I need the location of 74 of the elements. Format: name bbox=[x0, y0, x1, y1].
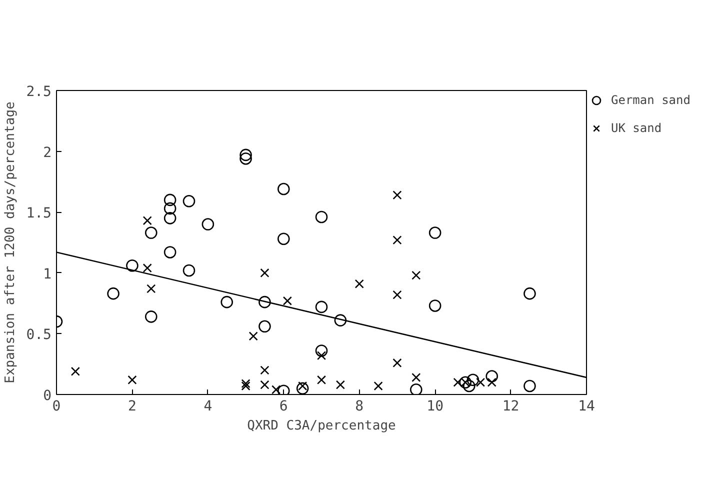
point bbox=[146, 284, 156, 294]
point bbox=[144, 310, 158, 323]
point bbox=[241, 381, 250, 391]
y-tick-label: 1 bbox=[43, 266, 52, 282]
point bbox=[524, 287, 536, 300]
point bbox=[374, 381, 383, 391]
point bbox=[182, 195, 196, 208]
point bbox=[316, 351, 326, 360]
point bbox=[182, 264, 196, 277]
y-tick-label: 0.5 bbox=[26, 327, 52, 344]
point bbox=[126, 259, 138, 272]
x-tick-label: 8 bbox=[355, 398, 364, 414]
point bbox=[260, 366, 270, 375]
point bbox=[164, 246, 176, 258]
point bbox=[240, 148, 252, 162]
point bbox=[142, 263, 152, 273]
point bbox=[260, 380, 270, 390]
point bbox=[164, 212, 176, 224]
point bbox=[164, 202, 176, 215]
point bbox=[277, 182, 290, 196]
point bbox=[412, 372, 421, 382]
point bbox=[334, 314, 347, 326]
y-axis-title: Expansion after 1200 days/percentage bbox=[3, 101, 18, 384]
point bbox=[392, 236, 402, 245]
point bbox=[524, 380, 536, 392]
point bbox=[277, 232, 290, 245]
point bbox=[336, 380, 345, 390]
point bbox=[315, 300, 328, 314]
point bbox=[164, 194, 176, 206]
point bbox=[486, 370, 498, 382]
point bbox=[282, 296, 292, 306]
point bbox=[144, 226, 158, 239]
y-tick-label: 1.5 bbox=[26, 206, 52, 222]
point bbox=[241, 379, 250, 388]
point bbox=[202, 218, 214, 230]
y-tick-label: 0 bbox=[43, 388, 52, 404]
point bbox=[248, 332, 258, 341]
point bbox=[428, 226, 442, 239]
legend-label: German sand bbox=[611, 93, 691, 107]
x-tick-label: 6 bbox=[279, 398, 288, 414]
point bbox=[466, 374, 480, 386]
point bbox=[128, 375, 137, 384]
point bbox=[487, 378, 496, 387]
point bbox=[260, 268, 270, 278]
point bbox=[428, 300, 442, 312]
point bbox=[315, 210, 328, 224]
point bbox=[107, 287, 120, 300]
point bbox=[410, 383, 422, 394]
x-tick-label: 4 bbox=[204, 398, 212, 414]
point bbox=[240, 152, 252, 165]
y-tick-label: 2.5 bbox=[26, 84, 52, 100]
point bbox=[392, 358, 402, 368]
legend-label: UK sand bbox=[611, 121, 663, 135]
point bbox=[142, 216, 152, 226]
x-tick-label: 14 bbox=[578, 398, 595, 414]
y-tick-label: 2 bbox=[43, 144, 52, 161]
point bbox=[316, 375, 326, 384]
point bbox=[392, 290, 402, 300]
point bbox=[272, 385, 281, 394]
point bbox=[258, 320, 271, 333]
point bbox=[315, 344, 328, 357]
x-axis-title: QXRD C3A/percentage bbox=[247, 418, 396, 434]
point bbox=[70, 366, 80, 376]
point bbox=[412, 270, 421, 280]
x-tick-label: 12 bbox=[502, 398, 520, 414]
point bbox=[296, 382, 309, 394]
point bbox=[298, 381, 308, 391]
x-tick-label: 10 bbox=[426, 398, 444, 414]
point bbox=[392, 190, 402, 200]
x-tick-label: 2 bbox=[128, 398, 136, 414]
point bbox=[258, 296, 271, 308]
point bbox=[354, 279, 364, 288]
point bbox=[220, 296, 234, 308]
point bbox=[277, 384, 290, 394]
